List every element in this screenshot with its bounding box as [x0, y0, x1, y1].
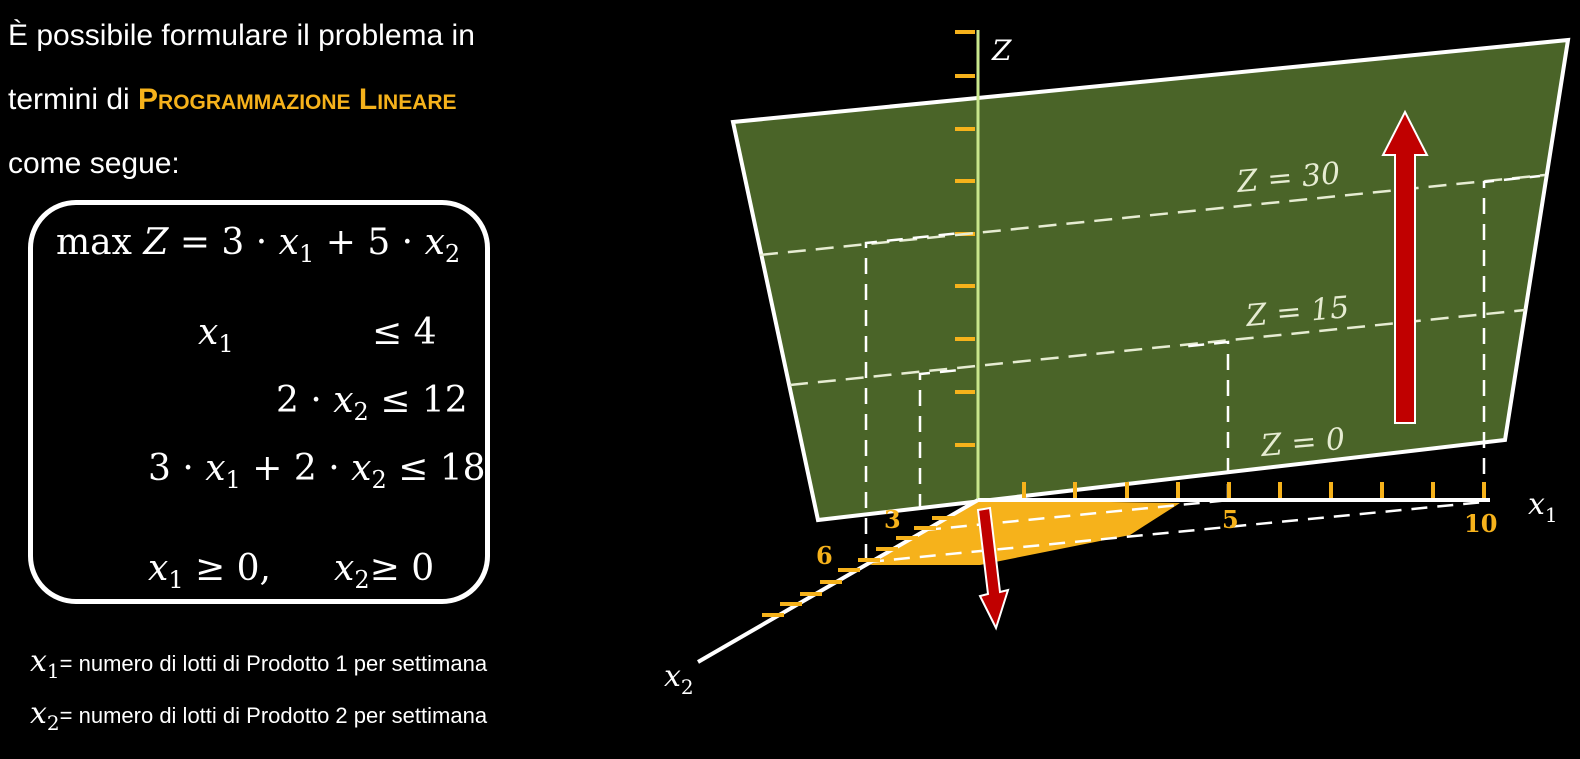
nn-x1: x	[148, 548, 169, 589]
x2-axis-letter: x	[664, 659, 681, 694]
c3-coef2: + 2 ·	[240, 448, 352, 489]
tick-label-x1-10: 10	[1464, 509, 1497, 538]
projection-x1-3	[918, 368, 961, 510]
nn-x1-sub: 1	[168, 566, 184, 595]
x1-axis-label: x1	[1528, 487, 1558, 527]
legend-x2-sub: 2	[46, 711, 60, 735]
obj-x1: x	[278, 222, 299, 263]
legend-x2-var: x2	[30, 696, 60, 735]
legend-x1-sub: 1	[46, 659, 60, 683]
x2-axis-sub: 2	[681, 675, 694, 699]
lp-model-box	[28, 200, 490, 604]
nonneg-x2: x2≥ 0	[334, 548, 434, 594]
projection-x1-10	[1482, 174, 1541, 500]
nn-x2-sub: 2	[354, 566, 370, 595]
down-arrow	[976, 506, 1010, 631]
constraint-1-lhs: x1	[198, 312, 234, 358]
obj-z: Z	[143, 222, 169, 263]
c2-var: x	[333, 380, 354, 421]
c2-rhs: ≤ 12	[368, 380, 468, 421]
x1-axis-letter: x	[1528, 487, 1545, 522]
c1-var: x	[198, 312, 219, 353]
nonneg-x1: x1 ≥ 0,	[148, 548, 271, 594]
c3-x1: x	[205, 448, 226, 489]
intro-line-2-prefix: termini di	[8, 83, 139, 116]
legend-x2-letter: x	[30, 696, 47, 731]
intro-line-3: come segue:	[8, 147, 180, 180]
tick-label-x1-3: 3	[884, 505, 901, 534]
projection-x2-6	[864, 231, 961, 560]
projection-lines	[864, 174, 1541, 560]
c2-coef: 2 ·	[276, 380, 334, 421]
c3-x2-sub: 2	[371, 466, 387, 495]
c3-x2: x	[351, 448, 372, 489]
c2-sub: 2	[353, 398, 369, 427]
tick-label-x2-6: 6	[816, 541, 833, 570]
legend-x2: x2= numero di lotti di Prodotto 2 per se…	[30, 696, 487, 735]
level-line-z15	[789, 308, 1526, 387]
legend-x1-text: = numero di lotti di Prodotto 1 per sett…	[59, 651, 488, 676]
z-axis-label: Z	[991, 34, 1012, 67]
legend-x1: x1= numero di lotti di Prodotto 1 per se…	[30, 644, 487, 683]
x1-axis-ticks	[1022, 482, 1486, 498]
z-axis-ticks	[955, 30, 975, 447]
highlight-programmazione-lineare: Programmazione Lineare	[138, 83, 457, 116]
legend-x1-var: x1	[30, 644, 60, 683]
constraint-1-rhs: ≤ 4	[372, 312, 437, 353]
obj-x2: x	[424, 222, 445, 263]
obj-prefix: max	[56, 222, 144, 263]
obj-x2-sub: 2	[444, 240, 461, 269]
projection-x1-5	[1179, 340, 1230, 500]
objective-function: max Z = 3 · x1 + 5 · x2	[56, 222, 460, 268]
nn-x2: x	[334, 548, 355, 589]
legend-x1-letter: x	[30, 644, 47, 679]
intro-line-1: È possibile formulare il problema in	[8, 19, 475, 52]
c3-rhs: ≤ 18	[386, 448, 486, 489]
intro-line-2: termini di Programmazione Lineare	[8, 68, 475, 132]
constraint-2: 2 · x2 ≤ 12	[276, 380, 468, 426]
tick-label-x1-5: 5	[1222, 505, 1239, 534]
x2-axis-label: x2	[664, 659, 694, 699]
increase-arrow	[1381, 109, 1429, 424]
c3-coef1: 3 ·	[148, 448, 206, 489]
c3-x1-sub: 1	[225, 466, 241, 495]
c1-sub: 1	[218, 330, 234, 359]
x2-axis-ticks	[762, 516, 954, 617]
constraint-3: 3 · x1 + 2 · x2 ≤ 18	[148, 448, 486, 494]
legend-x2-text: = numero di lotti di Prodotto 2 per sett…	[59, 703, 488, 728]
feasible-region	[870, 500, 1180, 565]
intro-text: È possibile formulare il problema in ter…	[8, 4, 475, 196]
level-label-z0: Z = 0	[1259, 422, 1347, 464]
objective-plane	[730, 37, 1571, 523]
nn-x2-text: ≥ 0	[369, 548, 435, 589]
obj-coef1: = 3 ·	[168, 222, 279, 263]
obj-x1-sub: 1	[298, 240, 315, 269]
nn-x1-text: ≥ 0,	[183, 548, 271, 589]
x1-axis-sub: 1	[1545, 503, 1558, 527]
obj-coef2: + 5 ·	[314, 222, 425, 263]
